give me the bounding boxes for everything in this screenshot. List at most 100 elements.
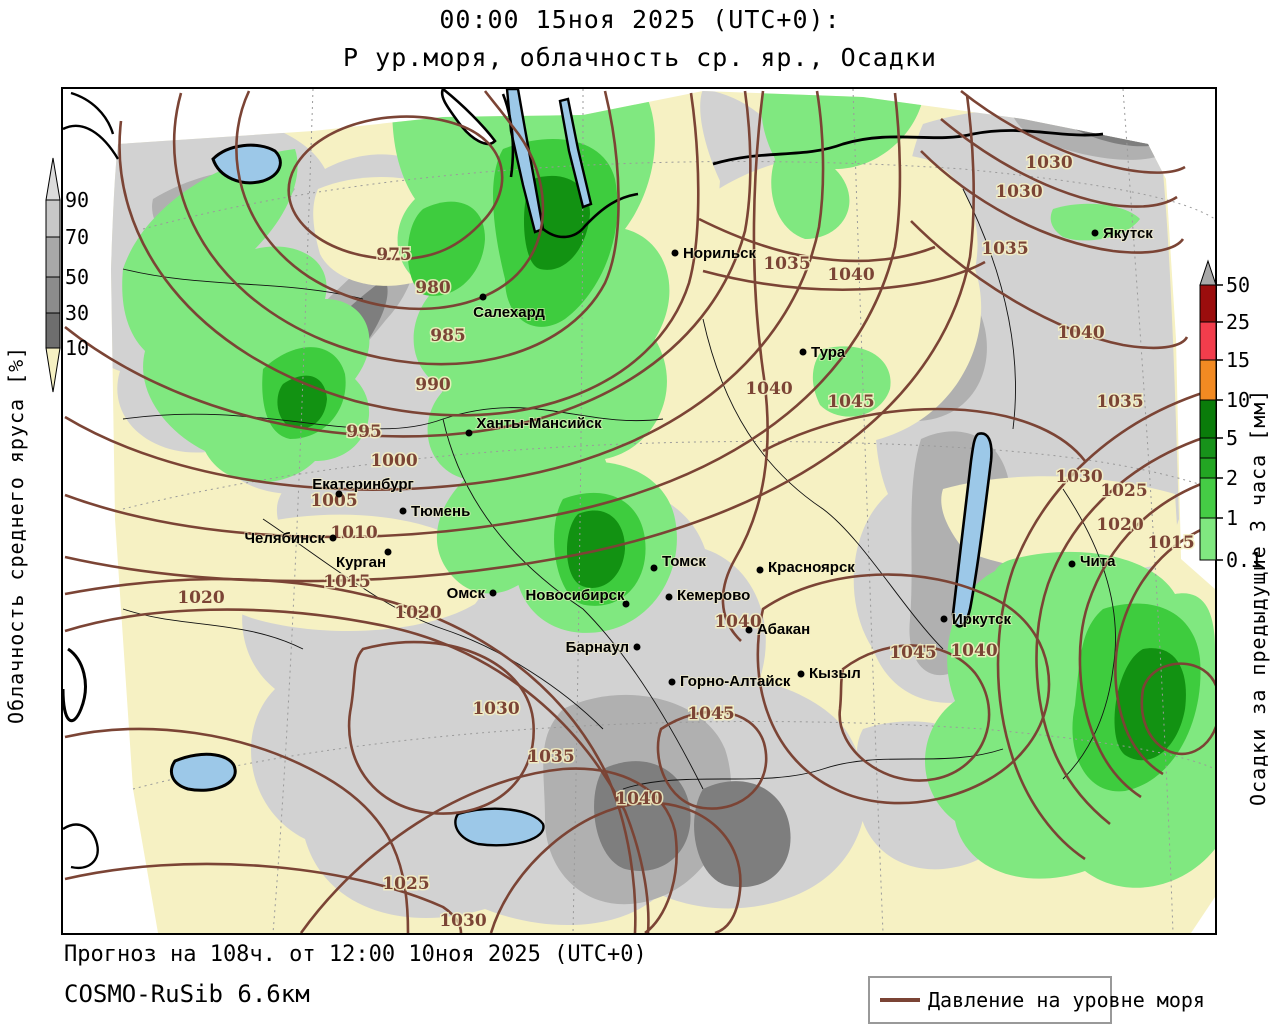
cloud-bar-tick-label: 50 [65,265,89,289]
city-dot [384,548,392,556]
isobar-label: 1045 [687,704,734,724]
graticule [122,88,1216,934]
isobar-label: 1000 [370,451,417,471]
city-dot [399,507,407,515]
cloud-bar-bottom-arrow [45,347,61,393]
city-label: Чита [1080,553,1116,570]
city-label: Иркутск [952,611,1011,628]
isobar-label: 1020 [177,588,224,608]
city-dot [940,615,948,623]
city-label: Кемерово [677,587,750,604]
isobar-label: 1040 [745,379,792,399]
city-dot [335,490,343,498]
city-label: Кызыл [809,665,861,682]
city-markers: Норильск Салехард Тура Якутск Ханты-Мансийск… [243,224,1154,691]
map-frame: 975 980 985 990 995 1000 1005 1010 1015 1020 1020 1… [61,86,1222,935]
page-title-variables: Р ур.моря, облачность ср. яр., Осадки [343,43,937,72]
city-dot [479,293,487,301]
isobar-label: 1025 [1100,481,1147,501]
city-label: Новосибирск [525,587,625,604]
precip-bar-block [1199,321,1217,361]
cloud-bar-block [45,312,61,349]
cloud-bar-block [45,276,61,314]
city-dot [329,534,337,542]
isobar-label: 1035 [763,254,810,274]
city-label: Тура [811,344,846,361]
isobar-label: 990 [415,375,451,395]
precip-bar-tick-label: 0.1 [1226,548,1262,572]
precip-bar-tick-label: 10 [1226,388,1250,412]
city-dot [650,564,658,572]
city-dot [489,589,497,597]
cloud-bar-tick-label: 30 [65,301,89,325]
isobar-label: 1025 [382,874,429,894]
isobar-label: 1015 [1147,533,1194,553]
city-dot [633,643,641,651]
city-dot [465,429,473,437]
page-title-datetime: 00:00 15ноя 2025 (UTC+0): [439,5,841,34]
city-dot [799,348,807,356]
city-dot [1068,560,1076,568]
city-dot [745,626,753,634]
isobar-label: 1005 [310,491,357,511]
precip-bar-block [1199,359,1217,401]
forecast-lead-time-text: Прогноз на 108ч. от 12:00 10ноя 2025 (UT… [64,942,647,967]
city-dot [756,566,764,574]
precip-bar-block [1199,457,1217,479]
precip-bar-tick-label: 2 [1226,466,1238,490]
cloud-bar-top-arrow [45,157,61,201]
isobar-label: 1035 [981,239,1028,259]
pressure-legend-label: Давление на уровне моря [928,988,1205,1012]
isobar-label: 1020 [1096,515,1143,535]
precip-bar-block [1199,517,1217,561]
precip-bar-block [1199,477,1217,519]
isobar-label: 1040 [827,265,874,285]
precip-bar-tick-label: 15 [1226,348,1250,372]
isobar-label: 1035 [527,747,574,767]
isobar-label: 1015 [323,572,370,592]
model-name-text: COSMO-RuSib 6.6км [64,980,310,1008]
precip-bar-tick-label: 50 [1226,273,1250,297]
precip-bar-block [1199,284,1217,323]
precip-bar-tick-label: 5 [1226,426,1238,450]
city-label: Курган [336,554,386,571]
isobar-label: 1010 [330,523,377,543]
precip-bar-tick-label: 25 [1226,310,1250,334]
city-label: Барнаул [566,639,629,656]
admin-borders [122,188,1116,790]
cloud-bar-block [45,199,61,238]
isobar-label: 1030 [472,699,519,719]
cloudiness-axis-label: Облачность среднего яруса [%] [4,345,28,725]
city-label: Абакан [757,621,810,638]
weather-map: 9759809859909951000100510101015102010201… [61,86,1222,935]
isobar-label: 1040 [615,789,662,809]
city-label: Тюмень [411,503,470,520]
city-label: Красноярск [768,559,855,576]
city-dot [671,249,679,257]
isobar-label: 985 [430,326,466,346]
precip-bar-block [1199,399,1217,439]
isobar-label: 1030 [1025,153,1072,173]
pressure-legend-box: Давление на уровне моря [868,976,1205,1024]
isobar-label: 980 [415,278,451,298]
isobar-label: 1040 [950,641,997,661]
city-dot [1091,229,1099,237]
isobars [64,89,1222,935]
cloud-bar-block [45,236,61,278]
isobar-label: 1040 [714,612,761,632]
isobar-label: 975 [376,245,412,265]
isobar-label: 1040 [1057,323,1104,343]
cloud-bar-tick-label: 90 [65,188,89,212]
city-dot [668,678,676,686]
coastlines-water [61,86,1104,870]
isobar-label: 1045 [889,643,936,663]
isobar-label: 1030 [439,911,486,931]
precip-bar-tick-label: 1 [1226,506,1238,530]
cloud-bar-tick-label: 10 [65,336,89,360]
pressure-line-sample [880,998,920,1002]
city-label: Салехард [473,304,545,321]
precip-bar-top-arrow [1199,259,1217,286]
isobar-label: 1035 [1096,392,1143,412]
isobar-label: 1020 [394,603,441,623]
